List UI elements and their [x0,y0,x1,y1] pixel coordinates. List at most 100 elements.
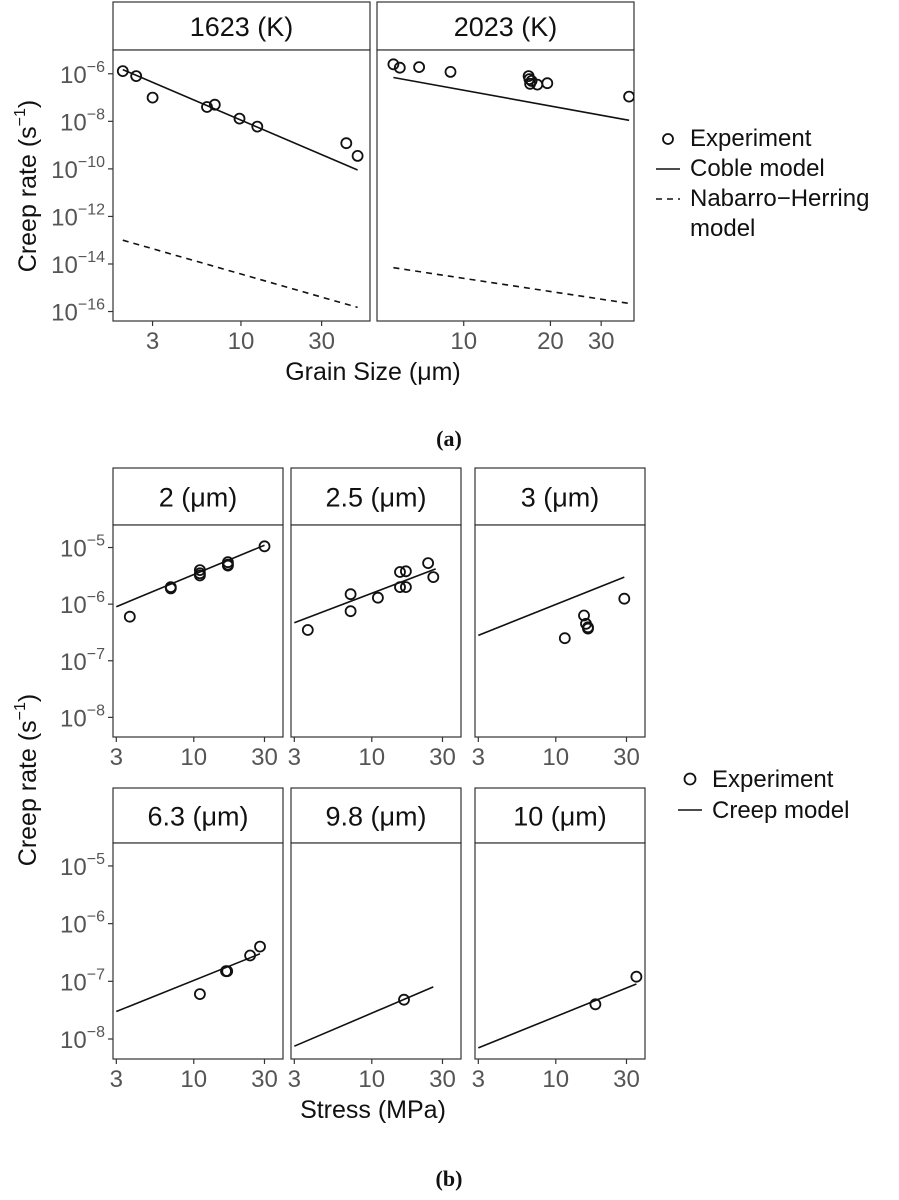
plot-frame [376,49,635,322]
strip-box [112,1,371,51]
experiment-point [398,993,410,1006]
x-tick-label: 10 [228,328,255,355]
legend-label: Nabarro−Herring [690,185,869,212]
legend-label: model [690,215,755,242]
strip-label: 2023 (K) [454,12,558,42]
y-tick-label: 10−6 [60,59,105,89]
plot-area [387,58,634,305]
model-line [115,544,265,608]
experiment-point [422,557,435,569]
y-tick-label: 10−5 [60,533,105,563]
panel-1-2: 3 (μm) 3 10 30 [472,467,646,771]
plot-frame [112,524,284,738]
experiment-point [541,77,554,90]
panel-0-1: 2023 (K) 10 20 30 [376,1,635,355]
legend-label: Coble model [690,155,825,182]
y-tick-label: 10−5 [60,851,105,881]
plot-area [116,65,364,309]
strip-box [290,787,462,844]
y-tick-label: 10−7 [60,646,105,676]
strip-box [112,467,284,526]
plot-area [478,970,643,1049]
plot-area [294,557,440,636]
experiment-point [193,569,206,582]
experiment-point [123,610,136,623]
experiment-point [589,998,602,1011]
plot-frame [290,842,462,1060]
model-line [393,76,630,122]
plot-frame [474,842,646,1060]
experiment-point [444,66,457,78]
legend-circle-icon [683,772,697,786]
experiment-point [524,77,536,90]
experiment-point [301,624,314,636]
x-tick-label: 3 [472,744,485,771]
model-line [478,983,637,1049]
y-axis-title: Creep rate (s−1) [12,694,42,866]
experiment-point [233,112,246,125]
caption-a: (a) [436,426,462,451]
plot-frame [474,524,646,738]
x-tick-label: 30 [429,1066,456,1093]
x-tick-label: 20 [537,328,564,355]
y-tick-label: 10−14 [51,249,105,279]
model-line [122,68,358,171]
experiment-point [394,566,406,578]
strip-label: 1623 (K) [190,12,294,42]
y-tick-label: 10−10 [51,154,105,184]
x-tick-label: 10 [450,328,477,355]
x-axis-title: Stress (MPa) [300,1096,446,1124]
experiment-point [351,149,364,162]
legend-label: Experiment [690,125,812,152]
experiment-point [399,565,412,578]
y-tick-label: 10−8 [60,1024,105,1054]
panel-0-0: 1623 (K) 3 10 30 [108,1,371,355]
experiment-point [387,58,400,71]
experiment-point [578,609,590,622]
y-tick-label: 10−8 [60,702,105,732]
experiment-point [630,970,643,983]
plot-area [116,940,266,1013]
nabarro-herring-line [122,239,358,309]
x-tick-label: 30 [613,1066,640,1093]
legend-label: Experiment [712,766,834,793]
x-tick-label: 10 [180,1066,207,1093]
panel-1-5: 10 (μm) 3 10 30 [472,787,646,1093]
nabarro-herring-line [393,266,630,305]
caption-b: (b) [436,1166,463,1191]
experiment-point [523,73,536,85]
model-line [293,986,434,1047]
experiment-point [618,592,631,605]
experiment-point [258,540,271,553]
y-tick-label: 10−16 [51,297,105,327]
experiment-point [193,988,206,1000]
experiment-point [623,90,634,103]
x-tick-label: 30 [613,744,640,771]
plot-area [293,986,434,1047]
model-line [294,568,436,624]
model-line [116,953,261,1013]
y-tick-label: 10−7 [60,966,105,996]
experiment-point [251,120,264,133]
x-tick-label: 30 [251,1066,278,1093]
plot-frame [112,842,284,1060]
legend-circle-icon [662,133,674,145]
legend-label: Creep model [712,797,849,824]
legend: Experiment Creep model [678,766,849,824]
experiment-point [413,61,426,73]
strip-label: 3 (μm) [521,483,600,513]
x-tick-label: 30 [251,744,278,771]
strip-box [474,787,646,844]
strip-box [376,1,635,51]
plot-frame [112,49,371,322]
strip-label: 2 (μm) [159,483,238,513]
experiment-point [146,91,159,104]
x-tick-label: 30 [429,744,456,771]
y-tick-label: 10−8 [60,106,105,136]
plot-area [478,576,631,645]
model-line [478,576,625,637]
x-tick-label: 10 [358,1066,385,1093]
experiment-point [399,581,412,593]
x-tick-label: 10 [358,744,385,771]
